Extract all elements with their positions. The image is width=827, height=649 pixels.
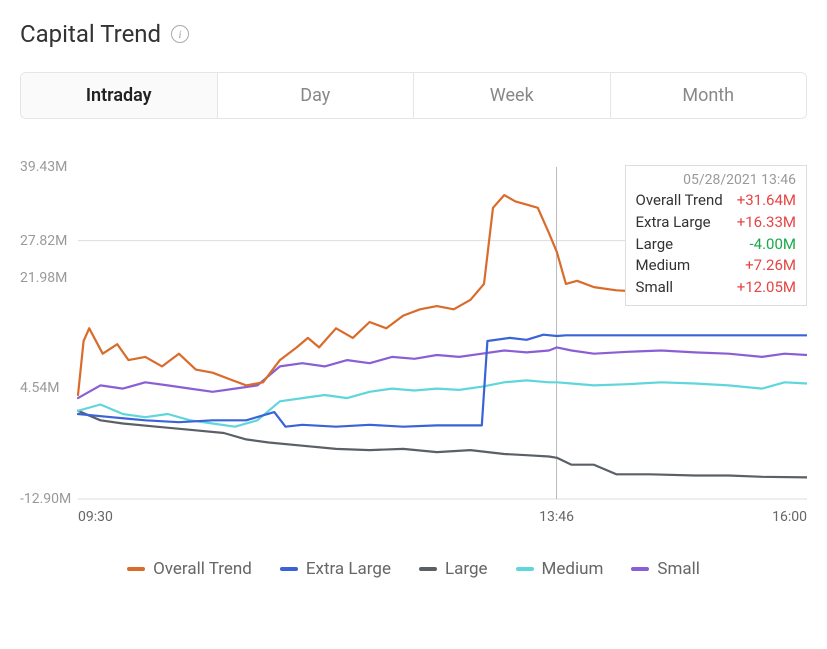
tab-month[interactable]: Month (611, 73, 807, 118)
legend-label: Large (445, 559, 488, 579)
legend-swatch (516, 567, 534, 571)
tooltip-row: Medium +7.26M (636, 255, 796, 277)
legend-item-extra-large[interactable]: Extra Large (280, 559, 391, 579)
legend-label: Medium (542, 559, 604, 579)
tooltip-label: Large (636, 234, 674, 256)
chart-legend: Overall Trend Extra Large Large Medium Small (20, 559, 807, 579)
tab-day[interactable]: Day (218, 73, 415, 118)
tooltip-label: Extra Large (636, 212, 711, 234)
y-axis-label: -12.90M (20, 491, 71, 507)
x-axis-label: 09:30 (78, 509, 113, 525)
legend-item-large[interactable]: Large (419, 559, 488, 579)
legend-label: Extra Large (306, 559, 391, 579)
x-axis-label: 16:00 (772, 509, 807, 525)
x-axis-label: 13:46 (539, 509, 574, 525)
y-axis-label: 27.82M (20, 233, 67, 249)
chart-tooltip: 05/28/2021 13:46Overall Trend+31.64MExtr… (625, 165, 807, 306)
page-title: Capital Trend (20, 20, 161, 48)
legend-label: Overall Trend (153, 559, 252, 579)
tooltip-value: +16.33M (737, 212, 796, 234)
tooltip-row: Large -4.00M (636, 234, 796, 256)
tab-intraday[interactable]: Intraday (21, 73, 218, 118)
legend-item-overall-trend[interactable]: Overall Trend (127, 559, 252, 579)
tab-week[interactable]: Week (414, 73, 611, 118)
tooltip-value: +12.05M (737, 277, 796, 299)
legend-swatch (127, 567, 145, 571)
tooltip-row: Overall Trend +31.64M (636, 190, 796, 212)
legend-swatch (280, 567, 298, 571)
legend-item-small[interactable]: Small (631, 559, 700, 579)
y-axis-label: 39.43M (20, 159, 67, 175)
tooltip-row: Extra Large +16.33M (636, 212, 796, 234)
info-icon[interactable]: i (171, 25, 189, 43)
tooltip-label: Medium (636, 255, 691, 277)
legend-item-medium[interactable]: Medium (516, 559, 604, 579)
tooltip-value: -4.00M (750, 234, 797, 256)
y-axis-label: 21.98M (20, 270, 67, 286)
tooltip-row: Small +12.05M (636, 277, 796, 299)
tooltip-label: Overall Trend (636, 190, 723, 212)
legend-swatch (631, 567, 649, 571)
tooltip-label: Small (636, 277, 674, 299)
capital-trend-chart[interactable]: 39.43M 27.82M 21.98M 4.54M -12.90M 09:30 13:4… (20, 159, 807, 539)
legend-label: Small (657, 559, 700, 579)
legend-swatch (419, 567, 437, 571)
tooltip-value: +7.26M (745, 255, 796, 277)
tooltip-date: 05/28/2021 13:46 (636, 172, 796, 188)
header: Capital Trend i (20, 20, 807, 48)
time-range-tabs: IntradayDayWeekMonth (20, 72, 807, 119)
y-axis-label: 4.54M (20, 380, 60, 396)
tooltip-value: +31.64M (737, 190, 796, 212)
